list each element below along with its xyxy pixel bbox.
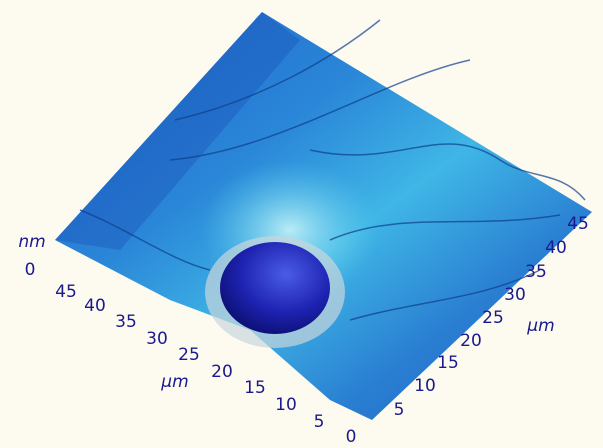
front-tick-label: 5 — [314, 412, 325, 432]
dome — [220, 242, 330, 334]
right-tick-label: 5 — [394, 400, 405, 420]
z-axis-label: nm — [18, 232, 45, 252]
z-tick-label: 0 — [25, 260, 36, 280]
front-tick-label: 30 — [146, 329, 168, 349]
front-tick-label: 20 — [211, 362, 233, 382]
afm-image: nm0454035302520151050µm51015202530354045… — [0, 0, 603, 448]
right-tick-label: 35 — [525, 262, 547, 282]
front-tick-label: 15 — [244, 378, 266, 398]
front-axis-label: µm — [160, 372, 188, 392]
front-tick-label: 0 — [346, 427, 357, 447]
right-tick-label: 25 — [482, 308, 504, 328]
right-axis-label: µm — [526, 316, 554, 336]
front-tick-label: 10 — [275, 395, 297, 415]
right-tick-label: 45 — [567, 214, 589, 234]
right-tick-label: 40 — [545, 238, 567, 258]
right-tick-label: 10 — [414, 376, 436, 396]
front-tick-label: 40 — [84, 296, 106, 316]
right-tick-label: 15 — [437, 353, 459, 373]
front-tick-label: 35 — [115, 312, 137, 332]
front-tick-label: 25 — [178, 345, 200, 365]
right-tick-label: 30 — [504, 285, 526, 305]
front-tick-label: 45 — [55, 282, 77, 302]
right-tick-label: 20 — [460, 331, 482, 351]
